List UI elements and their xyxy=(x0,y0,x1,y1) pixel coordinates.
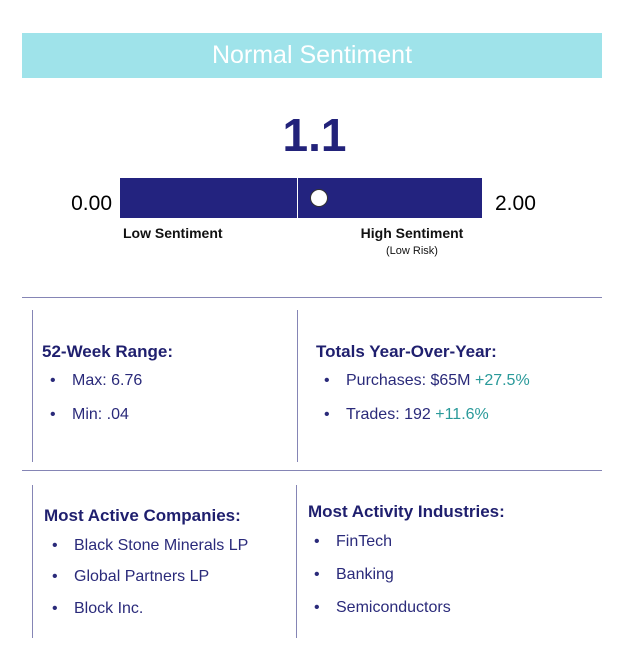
list-item: Black Stone Minerals LP xyxy=(52,537,249,555)
high-note: (Low Risk) xyxy=(386,245,438,257)
high-label: High Sentiment xyxy=(360,225,464,241)
divider xyxy=(22,470,602,471)
divider xyxy=(32,310,33,462)
gauge-bar xyxy=(120,178,482,218)
divider xyxy=(297,310,298,462)
item-text: Max: 6.76 xyxy=(72,372,143,389)
gauge-min: 0.00 xyxy=(71,192,112,215)
item-text: Banking xyxy=(336,566,394,583)
item-change: +11.6% xyxy=(435,406,489,423)
divider xyxy=(22,297,602,298)
banner: Normal Sentiment xyxy=(22,33,602,78)
item-text: FinTech xyxy=(336,533,393,550)
section-title: Most Activity Industries: xyxy=(308,502,505,521)
list-item: Semiconductors xyxy=(314,599,451,617)
item-text: Min: .04 xyxy=(72,406,129,423)
list-item: Purchases: $65M +27.5% xyxy=(324,372,530,390)
gauge-max: 2.00 xyxy=(495,192,536,215)
list-item: Banking xyxy=(314,566,394,584)
section-title: 52-Week Range: xyxy=(42,342,174,361)
divider xyxy=(32,485,33,638)
list-item: Max: 6.76 xyxy=(50,372,143,390)
item-text: Semiconductors xyxy=(336,599,451,616)
gauge-marker xyxy=(310,189,329,207)
item-text: Trades: 192 xyxy=(346,406,431,423)
item-text: Black Stone Minerals LP xyxy=(74,537,249,554)
low-label: Low Sentiment xyxy=(123,225,223,241)
gauge-midline xyxy=(297,178,298,218)
item-text: Block Inc. xyxy=(74,600,144,617)
section-title: Most Active Companies: xyxy=(44,506,241,525)
list-item: FinTech xyxy=(314,533,393,551)
list-item: Min: .04 xyxy=(50,406,129,424)
item-text: Purchases: $65M xyxy=(346,372,471,389)
list-item: Trades: 192 +11.6% xyxy=(324,406,489,424)
section-title: Totals Year-Over-Year: xyxy=(316,342,497,361)
list-item: Global Partners LP xyxy=(52,568,210,586)
list-item: Block Inc. xyxy=(52,600,144,618)
item-text: Global Partners LP xyxy=(74,568,210,585)
item-change: +27.5% xyxy=(474,372,530,389)
gauge-value: 1.1 xyxy=(282,109,347,161)
divider xyxy=(296,485,297,638)
